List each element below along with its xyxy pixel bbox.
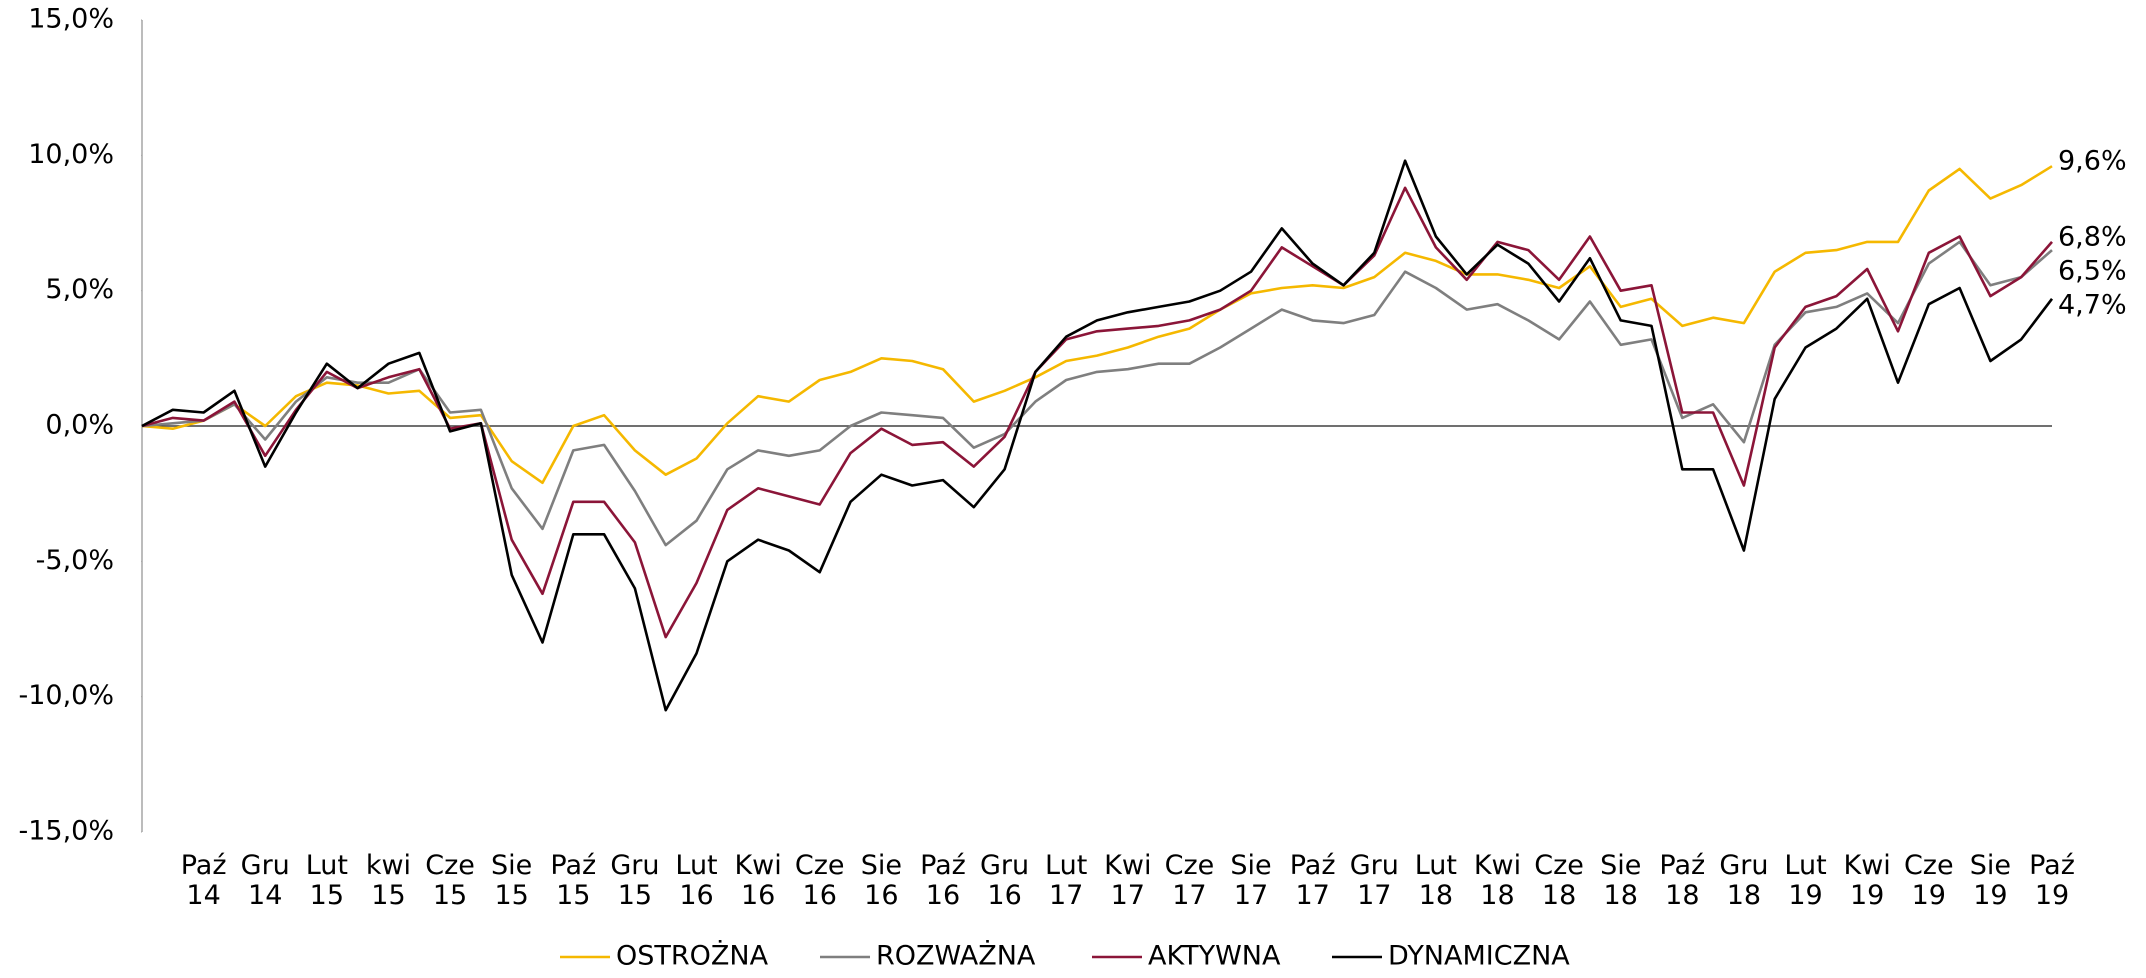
- x-tick-label: Gru 16: [980, 850, 1029, 911]
- series-line: [141, 240, 2053, 547]
- x-tick-label: Sie 16: [861, 850, 902, 911]
- legend-label: ROZWAŻNA: [876, 940, 1036, 972]
- data-label: 6,8%: [2058, 221, 2127, 252]
- data-label: 6,5%: [2058, 255, 2127, 286]
- x-tick-label: Cze 15: [425, 850, 475, 911]
- x-tick-label: Cze 19: [1904, 850, 1954, 911]
- x-tick-label: kwi 15: [366, 850, 411, 911]
- x-tick-label: Sie 18: [1600, 850, 1641, 911]
- y-tick-label: 0,0%: [45, 410, 114, 441]
- x-tick-label: Gru 17: [1350, 850, 1399, 911]
- data-label: 9,6%: [2058, 146, 2127, 177]
- x-tick-label: Lut 16: [675, 850, 717, 911]
- x-tick-label: Kwi 18: [1474, 850, 1521, 911]
- x-tick-label: Lut 17: [1045, 850, 1087, 911]
- series-line: [141, 186, 2053, 639]
- x-tick-label: Gru 18: [1719, 850, 1768, 911]
- y-tick-label: -15,0%: [18, 816, 114, 847]
- x-tick-label: Kwi 17: [1104, 850, 1151, 911]
- x-tick-label: Paź 14: [181, 850, 227, 911]
- y-tick-label: -10,0%: [18, 680, 114, 711]
- x-tick-label: Sie 17: [1230, 850, 1271, 911]
- x-tick-label: Gru 14: [241, 850, 290, 911]
- y-tick-label: 10,0%: [28, 139, 114, 170]
- y-tick-label: 5,0%: [45, 274, 114, 305]
- x-tick-label: Sie 19: [1970, 850, 2011, 911]
- x-tick-label: Paź 18: [1659, 850, 1705, 911]
- x-tick-label: Lut 15: [306, 850, 348, 911]
- x-tick-label: Cze 18: [1534, 850, 1584, 911]
- y-tick-label: -5,0%: [36, 545, 114, 576]
- x-tick-label: Cze 16: [795, 850, 845, 911]
- y-tick-label: 15,0%: [28, 4, 114, 35]
- legend-label: OSTROŻNA: [616, 940, 769, 972]
- x-tick-label: Kwi 16: [734, 850, 781, 911]
- x-tick-label: Paź 15: [550, 850, 596, 911]
- x-tick-label: Paź 16: [920, 850, 966, 911]
- x-tick-label: Gru 15: [610, 850, 659, 911]
- x-tick-label: Sie 15: [491, 850, 532, 911]
- x-tick-label: Lut 18: [1415, 850, 1457, 911]
- x-tick-label: Kwi 19: [1844, 850, 1891, 911]
- x-tick-label: Paź 17: [1290, 850, 1336, 911]
- data-label: 4,7%: [2058, 289, 2127, 320]
- series-line: [141, 159, 2054, 712]
- x-tick-label: Lut 19: [1784, 850, 1826, 911]
- x-tick-label: Cze 17: [1165, 850, 1215, 911]
- legend-label: AKTYWNA: [1148, 941, 1281, 972]
- x-tick-label: Paź 19: [2029, 850, 2075, 911]
- series-line: [141, 165, 2053, 485]
- legend-label: DYNAMICZNA: [1388, 941, 1570, 972]
